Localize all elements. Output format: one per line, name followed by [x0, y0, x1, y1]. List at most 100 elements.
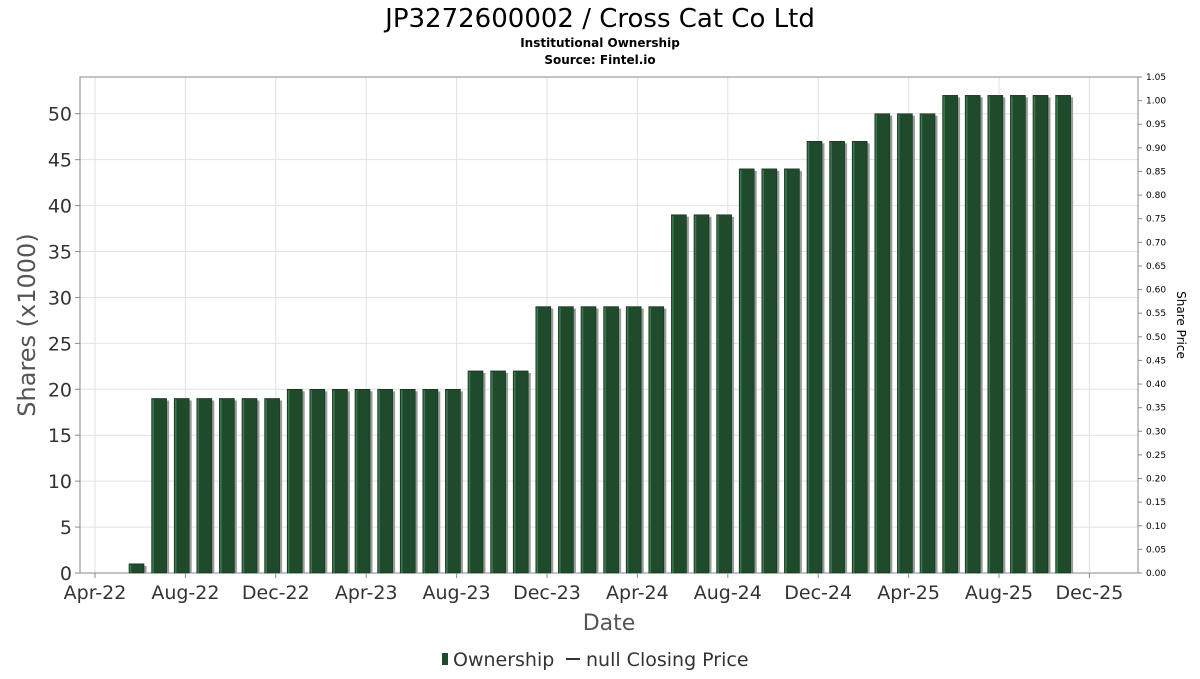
y2-tick-label: 0.50	[1146, 333, 1166, 343]
x-tick-label: Dec-22	[242, 582, 310, 604]
y2-tick-label: 0.90	[1146, 144, 1166, 154]
x-tick-label: Dec-24	[784, 582, 852, 604]
chart-legend: Ownership null Closing Price	[442, 649, 749, 671]
y2-tick-label: 0.30	[1146, 427, 1166, 437]
ownership-bar	[196, 398, 213, 574]
ownership-bar	[241, 398, 258, 574]
left-axis-ticks: 0 5 10 15 20 25 30 35 40 45 50	[48, 104, 80, 585]
y2-tick-label: 0.65	[1146, 262, 1166, 272]
ownership-bar	[535, 306, 552, 574]
ownership-bar	[219, 398, 235, 574]
right-axis-ticks: 0.00 0.05 0.10 0.15 0.20 0.25 0.30 0.35 0.40 0.45…	[1138, 73, 1166, 579]
x-tick-label: Aug-25	[965, 582, 1033, 604]
y-tick-label: 5	[60, 517, 72, 539]
x-axis-ticks: Apr-22 Aug-22 Dec-22 Apr-23 Aug-23 Dec-23 Apr-…	[64, 573, 1123, 604]
y2-tick-label: 0.20	[1146, 475, 1166, 485]
ownership-bar	[671, 214, 687, 574]
y-tick-label: 20	[48, 379, 72, 401]
x-tick-label: Apr-25	[877, 582, 940, 604]
ownership-bar	[1032, 95, 1049, 574]
ownership-bar	[377, 388, 393, 574]
ownership-bar	[399, 388, 416, 574]
x-tick-label: Aug-23	[423, 582, 491, 604]
y2-tick-label: 1.05	[1146, 73, 1166, 83]
y2-tick-label: 0.40	[1146, 380, 1166, 390]
x-tick-label: Apr-23	[335, 582, 398, 604]
y-tick-label: 25	[48, 333, 72, 355]
x-tick-label: Apr-22	[64, 582, 127, 604]
ownership-bar	[512, 370, 529, 574]
y2-tick-label: 0.25	[1146, 451, 1166, 461]
y2-tick-label: 0.45	[1146, 356, 1166, 366]
ownership-bar	[603, 306, 619, 574]
y2-tick-label: 0.35	[1146, 404, 1166, 414]
x-tick-label: Apr-24	[606, 582, 669, 604]
x-tick-label: Dec-25	[1055, 582, 1123, 604]
y-tick-label: 35	[48, 242, 72, 264]
y2-tick-label: 1.00	[1146, 97, 1166, 107]
chart-subtitle: Institutional Ownership	[520, 36, 680, 50]
ownership-bars	[128, 95, 1074, 574]
ownership-bar	[1055, 95, 1071, 574]
ownership-bar	[467, 370, 484, 574]
chart-title: JP3272600002 / Cross Cat Co Ltd	[383, 4, 815, 34]
y2-tick-label: 0.55	[1146, 309, 1166, 319]
legend-ownership-swatch	[442, 653, 448, 665]
y2-tick-label: 0.95	[1146, 120, 1166, 130]
y-tick-label: 50	[48, 104, 72, 126]
ownership-bar	[558, 306, 574, 574]
legend-ownership-label: Ownership	[453, 649, 554, 671]
y2-tick-label: 0.85	[1146, 167, 1166, 177]
ownership-bar	[851, 140, 868, 574]
y-tick-label: 0	[60, 563, 72, 585]
ownership-bar	[128, 563, 145, 574]
ownership-bar	[919, 113, 936, 574]
ownership-bar	[1010, 95, 1026, 574]
ownership-bar	[829, 140, 845, 574]
ownership-bar	[897, 113, 913, 574]
y2-tick-label: 0.00	[1146, 569, 1166, 579]
y2-tick-label: 0.60	[1146, 286, 1166, 296]
ownership-bar	[964, 95, 981, 574]
ownership-bar	[422, 388, 439, 574]
ownership-bar	[806, 140, 823, 574]
ownership-bar	[309, 388, 326, 574]
ownership-bar	[648, 306, 665, 574]
ownership-bar	[264, 398, 280, 574]
y2-tick-label: 0.15	[1146, 498, 1166, 508]
ownership-bar	[580, 306, 597, 574]
ownership-bar	[874, 113, 891, 574]
ownership-bar	[286, 388, 303, 574]
ownership-bar	[987, 95, 1004, 574]
x-tick-label: Aug-24	[694, 582, 762, 604]
ownership-bar	[738, 168, 755, 574]
chart-source: Source: Fintel.io	[544, 53, 655, 67]
y-tick-label: 45	[48, 150, 72, 172]
y-tick-label: 15	[48, 425, 72, 447]
y-axis-label: Shares (x1000)	[13, 233, 41, 416]
ownership-bar	[445, 388, 461, 574]
ownership-bar	[716, 214, 732, 574]
ownership-bar	[173, 398, 190, 574]
ownership-bar	[625, 306, 642, 574]
y-tick-label: 30	[48, 287, 72, 309]
y2-axis-label: Share Price	[1174, 291, 1188, 359]
x-tick-label: Aug-22	[151, 582, 219, 604]
ownership-bar	[332, 388, 348, 574]
ownership-bar	[784, 168, 800, 574]
y-tick-label: 10	[48, 471, 72, 493]
y2-tick-label: 0.80	[1146, 191, 1166, 201]
y2-tick-label: 0.05	[1146, 545, 1166, 555]
y2-tick-label: 0.70	[1146, 238, 1166, 248]
ownership-bar	[761, 168, 778, 574]
ownership-bar	[151, 398, 167, 574]
ownership-bar	[693, 214, 710, 574]
x-tick-label: Dec-23	[513, 582, 581, 604]
y-tick-label: 40	[48, 196, 72, 218]
ownership-bar	[354, 388, 371, 574]
x-axis-label: Date	[583, 611, 636, 636]
y2-tick-label: 0.10	[1146, 522, 1166, 532]
ownership-bar	[942, 95, 958, 574]
